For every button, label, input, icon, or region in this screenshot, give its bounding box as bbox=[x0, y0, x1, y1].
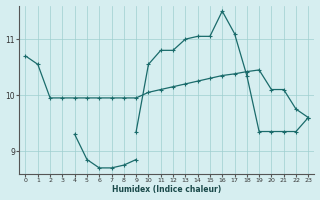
X-axis label: Humidex (Indice chaleur): Humidex (Indice chaleur) bbox=[112, 185, 221, 194]
